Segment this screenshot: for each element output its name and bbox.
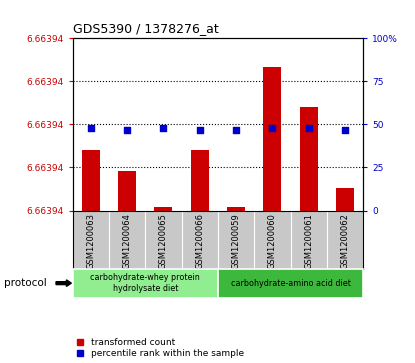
- Bar: [300, 107, 318, 211]
- Point: [196, 127, 203, 132]
- Text: protocol: protocol: [4, 278, 47, 288]
- Bar: [154, 207, 173, 211]
- Text: GSM1200064: GSM1200064: [122, 213, 132, 269]
- Text: GDS5390 / 1378276_at: GDS5390 / 1378276_at: [73, 22, 218, 35]
- Bar: [73, 269, 218, 298]
- Point: [124, 127, 130, 132]
- Text: GSM1200059: GSM1200059: [232, 213, 241, 269]
- Text: GSM1200065: GSM1200065: [159, 213, 168, 269]
- Bar: [190, 150, 209, 211]
- Text: carbohydrate-amino acid diet: carbohydrate-amino acid diet: [231, 279, 350, 287]
- Text: GSM1200061: GSM1200061: [304, 213, 313, 269]
- Bar: [336, 188, 354, 211]
- Bar: [218, 269, 363, 298]
- Point: [342, 127, 348, 132]
- Text: GSM1200066: GSM1200066: [195, 213, 204, 269]
- Legend: transformed count, percentile rank within the sample: transformed count, percentile rank withi…: [77, 338, 244, 359]
- Text: carbohydrate-whey protein
hydrolysate diet: carbohydrate-whey protein hydrolysate di…: [90, 273, 200, 293]
- Point: [305, 125, 312, 131]
- Point: [269, 125, 276, 131]
- Bar: [82, 150, 100, 211]
- Point: [160, 125, 167, 131]
- Bar: [227, 207, 245, 211]
- Point: [88, 125, 94, 131]
- Text: GSM1200062: GSM1200062: [340, 213, 349, 269]
- Text: GSM1200060: GSM1200060: [268, 213, 277, 269]
- Text: GSM1200063: GSM1200063: [86, 213, 95, 269]
- Point: [233, 127, 239, 132]
- Bar: [263, 68, 281, 211]
- Bar: [118, 171, 136, 211]
